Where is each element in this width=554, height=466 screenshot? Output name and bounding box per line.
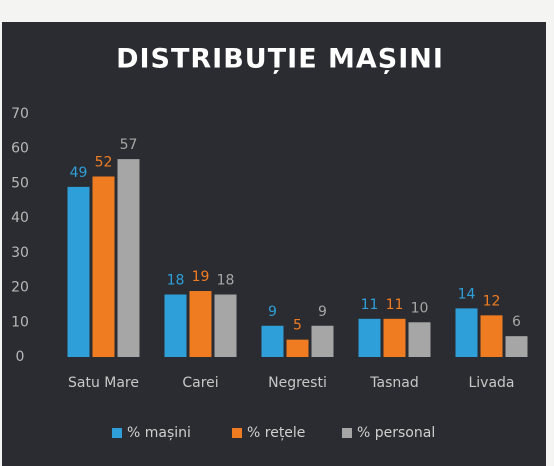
x-tick-label: Satu Mare — [68, 375, 139, 391]
bar — [117, 159, 140, 357]
legend-swatch — [232, 428, 242, 438]
bar — [261, 325, 284, 357]
data-label: 18 — [217, 273, 235, 289]
bar — [286, 339, 309, 357]
y-tick-label: 0 — [16, 349, 25, 365]
y-tick-label: 70 — [11, 106, 29, 122]
x-tick-label: Livada — [468, 375, 514, 391]
y-tick-label: 50 — [11, 175, 29, 191]
x-tick-label: Carei — [182, 375, 218, 391]
y-tick-label: 10 — [11, 314, 29, 330]
y-tick-label: 20 — [11, 280, 29, 296]
legend-label: % rețele — [247, 425, 305, 441]
bar — [383, 318, 406, 357]
data-label: 11 — [361, 297, 379, 313]
data-label: 9 — [318, 304, 327, 320]
bar — [92, 176, 115, 357]
y-tick-label: 40 — [11, 210, 29, 226]
bar — [67, 186, 90, 357]
y-tick-label: 30 — [11, 245, 29, 261]
bar — [505, 336, 528, 357]
bar — [408, 322, 431, 357]
bar — [164, 294, 187, 357]
data-label: 19 — [192, 269, 210, 285]
bar — [189, 291, 212, 357]
data-label: 6 — [512, 314, 521, 330]
chart-title: DISTRIBUȚIE MAȘINI — [116, 44, 444, 75]
legend-swatch — [112, 428, 122, 438]
x-tick-label: Negresti — [268, 375, 327, 391]
legend-label: % personal — [357, 425, 435, 441]
bar — [311, 325, 334, 357]
data-label: 52 — [95, 154, 113, 170]
legend-label: % mașini — [127, 425, 191, 441]
legend-swatch — [342, 428, 352, 438]
data-label: 9 — [268, 304, 277, 320]
y-tick-label: 60 — [11, 141, 29, 157]
data-label: 12 — [483, 293, 501, 309]
data-label: 18 — [167, 273, 185, 289]
bar — [214, 294, 237, 357]
data-label: 10 — [411, 300, 429, 316]
data-label: 5 — [293, 318, 302, 334]
data-label: 57 — [120, 137, 138, 153]
data-label: 14 — [458, 286, 476, 302]
data-label: 11 — [386, 297, 404, 313]
data-label: 49 — [70, 165, 88, 181]
bar — [480, 315, 503, 357]
bar — [358, 318, 381, 357]
x-tick-label: Tasnad — [369, 375, 418, 391]
bar — [455, 308, 478, 357]
